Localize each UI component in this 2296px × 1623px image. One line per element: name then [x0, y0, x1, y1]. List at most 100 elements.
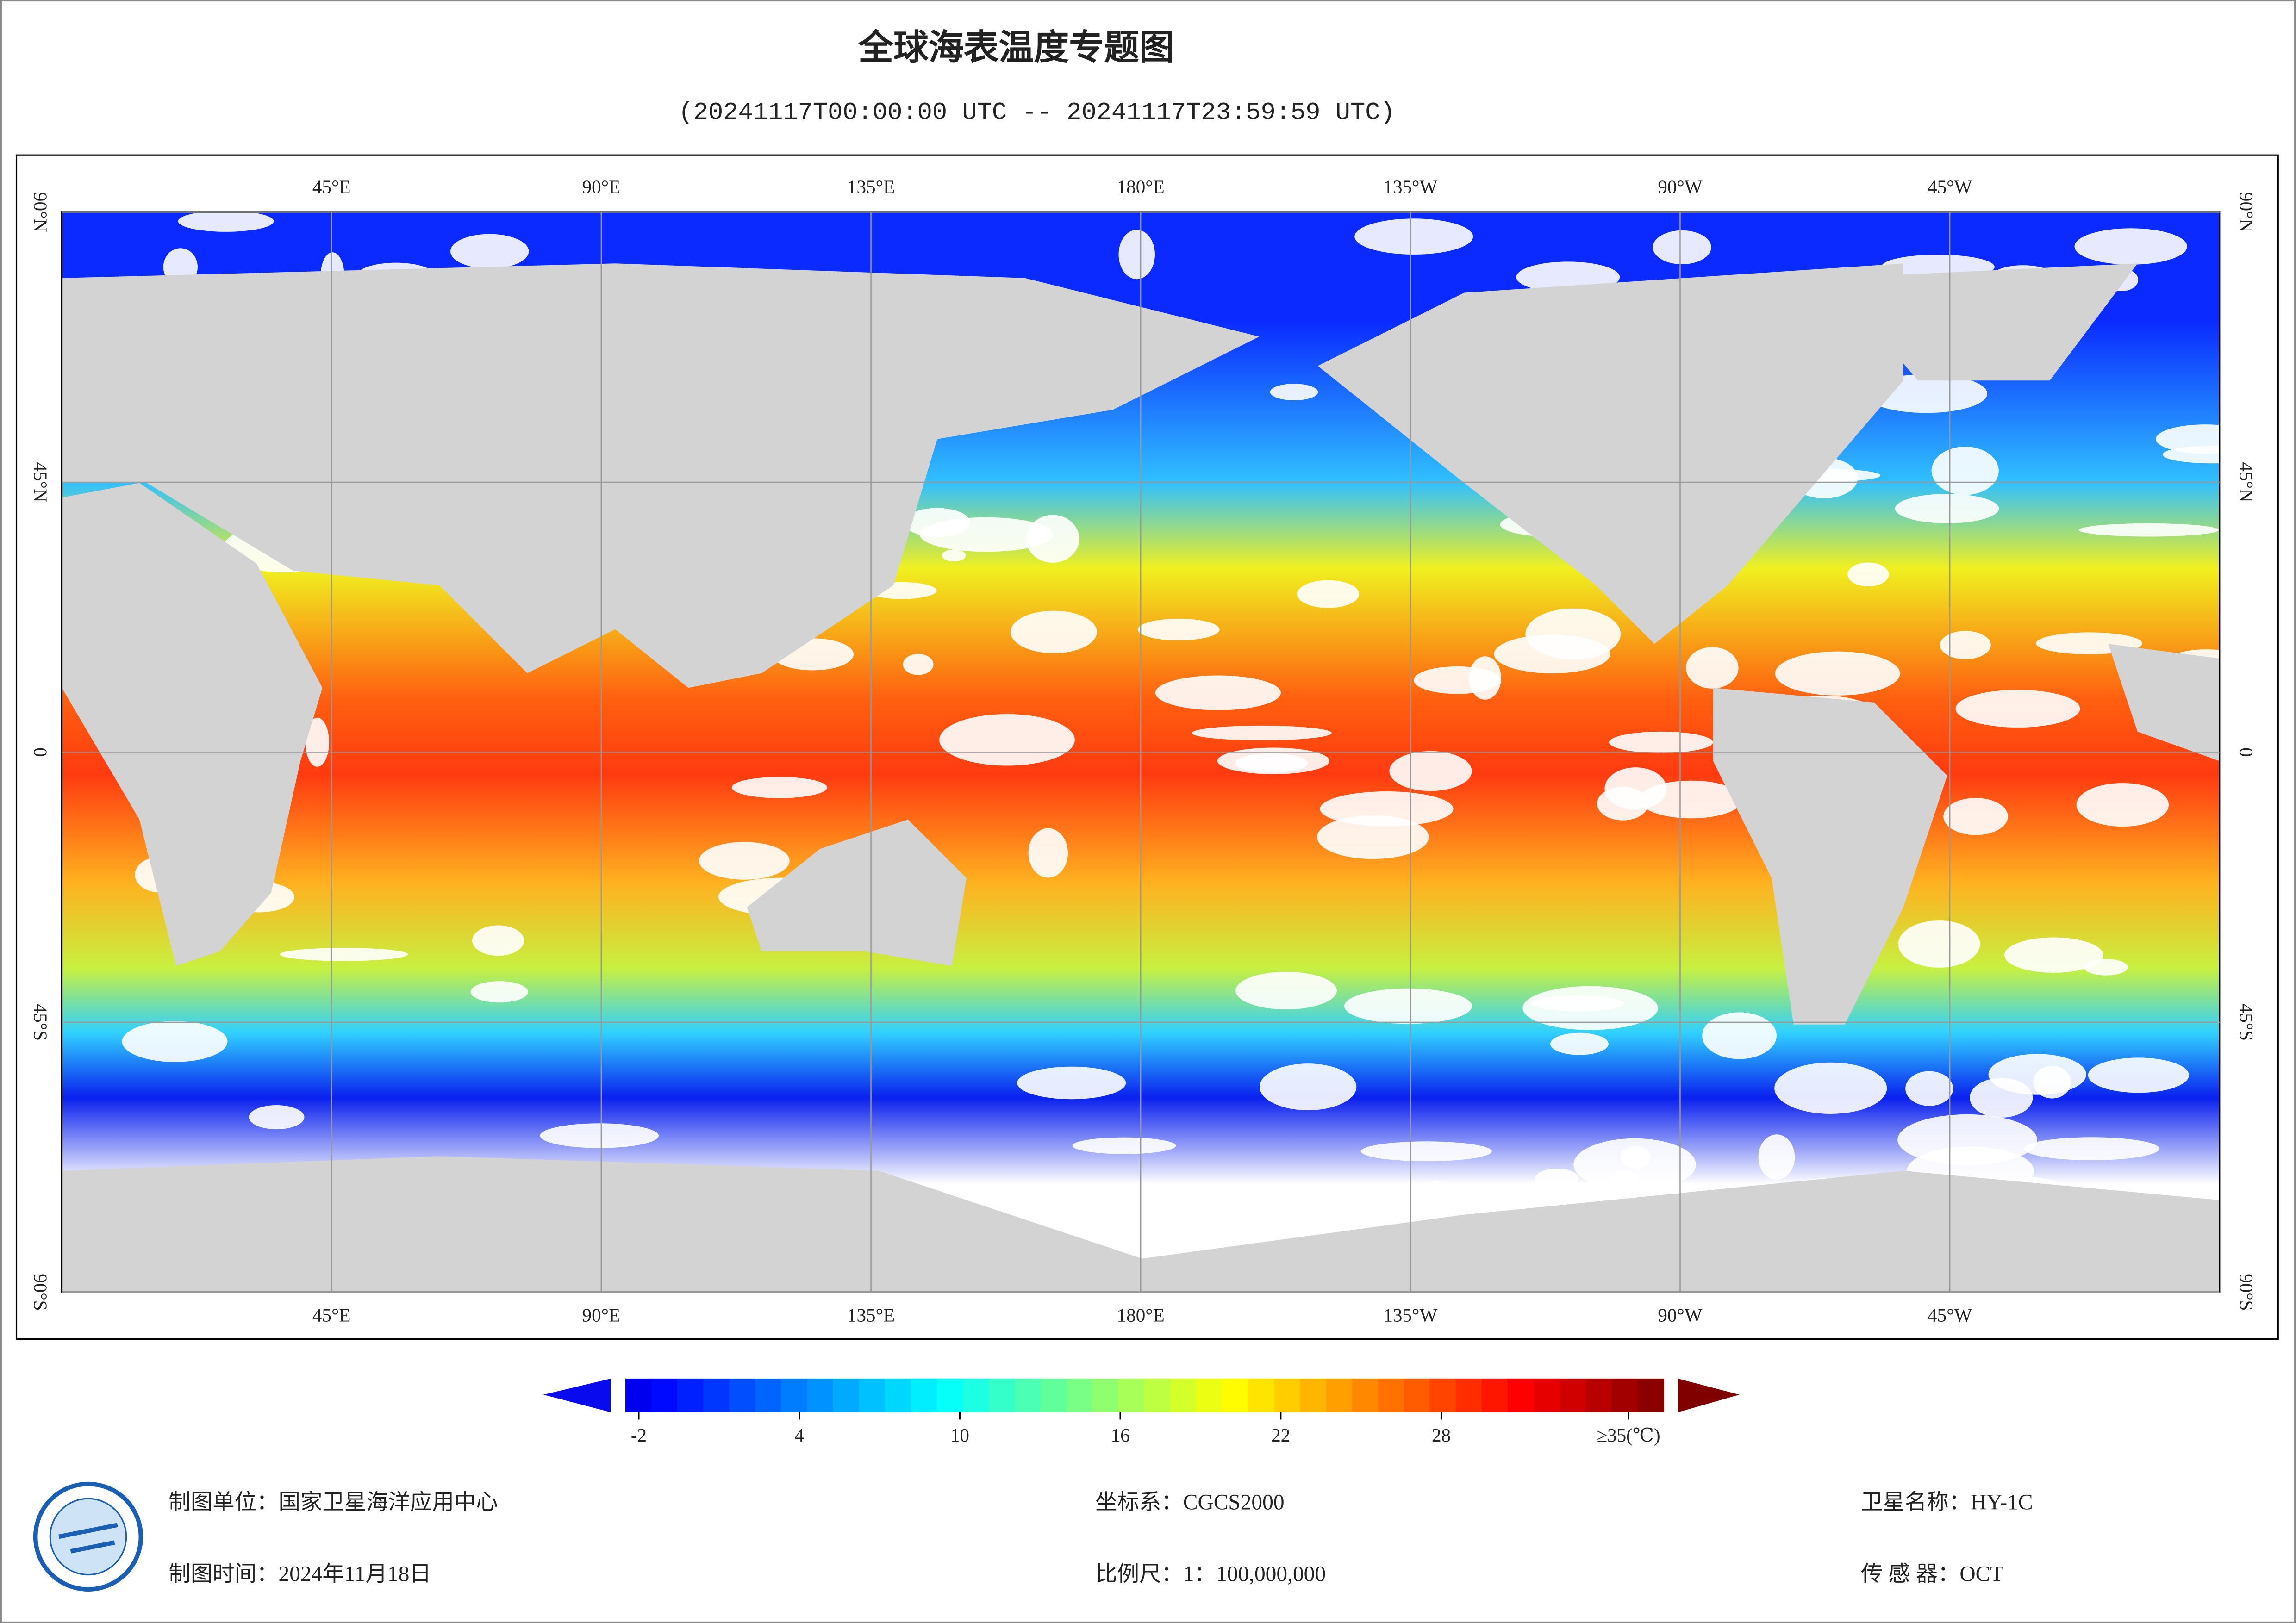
lat-label-left: 0 — [30, 747, 51, 757]
cloud — [1970, 1078, 2033, 1118]
cloud — [1597, 787, 1649, 821]
colorbar-step — [1196, 1378, 1223, 1412]
cloud — [1354, 218, 1473, 255]
colorbar-tick-label: 4 — [794, 1424, 804, 1446]
colorbar: -2 4 10 16 22 28 ≥35(℃) — [543, 1378, 1740, 1446]
cloud — [1028, 828, 1068, 878]
colorbar-tick-label: ≥35(℃) — [1597, 1424, 1660, 1446]
lat-label-right: 0 — [2236, 747, 2257, 757]
cloud — [2076, 783, 2169, 827]
cloud — [2074, 228, 2187, 265]
colorbar-step — [1248, 1378, 1275, 1412]
cloud — [1217, 747, 1330, 774]
lat-label-right: 90°S — [2236, 1274, 2257, 1311]
cloud — [1360, 1141, 1492, 1162]
colorbar-step — [1429, 1378, 1457, 1412]
cloud — [1774, 1062, 1887, 1114]
cloud — [1609, 731, 1713, 753]
cloud — [1270, 384, 1318, 401]
cloud — [1137, 618, 1220, 640]
cloud — [1413, 666, 1501, 694]
colorbar-step — [1404, 1378, 1431, 1412]
colorbar-step — [833, 1378, 860, 1412]
colorbar-step — [1559, 1378, 1586, 1412]
cloud — [305, 717, 330, 767]
cloud — [472, 925, 524, 956]
colorbar-step — [962, 1378, 990, 1412]
colorbar-step — [1274, 1378, 1301, 1412]
cloud — [1260, 1063, 1357, 1111]
cloud — [1686, 647, 1739, 689]
colorbar-tick-label: 16 — [1111, 1424, 1130, 1446]
colorbar-step — [651, 1378, 678, 1412]
colorbar-step — [1507, 1378, 1535, 1412]
logo — [33, 1481, 144, 1592]
colorbar-step — [1326, 1378, 1353, 1412]
cloud — [903, 653, 934, 675]
cloud — [1702, 1012, 1777, 1059]
lat-label-right: 45°N — [2236, 462, 2257, 502]
cloud — [470, 981, 528, 1003]
cloud — [1072, 1137, 1176, 1154]
cloud — [1895, 494, 1999, 523]
lon-label-top: 135°E — [847, 176, 895, 197]
footer-scale: 比例尺：1：100,000,000 — [1095, 1562, 1326, 1586]
cloud — [2156, 424, 2220, 454]
footer-sensor: 传 感 器：OCT — [1861, 1562, 2003, 1586]
colorbar-step — [936, 1378, 964, 1412]
land — [62, 263, 2220, 1293]
colorbar-step — [1144, 1378, 1171, 1412]
cloud — [1017, 1066, 1126, 1100]
cloud — [1297, 580, 1360, 608]
cloud — [1905, 1071, 1953, 1106]
lat-label-right: 45°S — [2236, 1004, 2257, 1041]
colorbar-step — [1481, 1378, 1509, 1412]
colorbar-step — [1222, 1378, 1249, 1412]
subtitle: (20241117T00:00:00 UTC -- 20241117T23:59… — [679, 99, 1395, 127]
cloud — [942, 549, 966, 562]
colorbar-high-arrow — [1678, 1378, 1740, 1412]
colorbar-step — [1585, 1378, 1612, 1412]
cloud — [1758, 1134, 1795, 1180]
cloud — [1931, 446, 1999, 495]
cloud — [1531, 995, 1624, 1012]
colorbar-step — [1352, 1378, 1379, 1412]
footer-crs: 坐标系：CGCS2000 — [1095, 1491, 1284, 1515]
lat-label-left: 90°S — [30, 1274, 51, 1311]
colorbar-tick-label: 28 — [1432, 1424, 1451, 1446]
lon-label-bottom: 45°E — [312, 1305, 351, 1326]
cloud — [1525, 608, 1621, 660]
cloud — [1026, 515, 1079, 563]
colorbar-tick-label: 22 — [1271, 1424, 1290, 1446]
colorbar-step — [859, 1378, 886, 1412]
cloud — [2078, 523, 2219, 537]
cloud — [450, 234, 529, 269]
colorbar-step — [1637, 1378, 1664, 1412]
footer-satellite: 卫星名称：HY-1C — [1861, 1491, 2033, 1515]
colorbar-low-arrow — [543, 1378, 611, 1412]
cloud — [939, 714, 1075, 766]
colorbar-step — [1611, 1378, 1638, 1412]
cloud — [1535, 1168, 1579, 1189]
cloud — [540, 1123, 659, 1148]
cloud — [1011, 610, 1097, 653]
cloud — [1639, 780, 1743, 819]
colorbar-step — [625, 1378, 652, 1412]
colorbar-step — [1533, 1378, 1560, 1412]
lat-label-right: 90°N — [2236, 192, 2257, 232]
colorbar-step — [988, 1378, 1016, 1412]
colorbar-step — [1455, 1378, 1483, 1412]
footer-date: 制图时间：2024年11月18日 — [168, 1562, 431, 1586]
cloud — [178, 212, 274, 232]
map — [62, 212, 2220, 1293]
colorbar-step — [1040, 1378, 1067, 1412]
cloud — [1550, 1032, 1609, 1055]
colorbar-step — [911, 1378, 938, 1412]
lon-label-top: 45°E — [312, 176, 351, 197]
lon-label-top: 135°W — [1383, 176, 1437, 197]
cloud — [1897, 1114, 2037, 1165]
lon-label-bottom: 90°E — [582, 1305, 621, 1326]
cloud — [1940, 631, 1991, 659]
colorbar-step — [1118, 1378, 1145, 1412]
